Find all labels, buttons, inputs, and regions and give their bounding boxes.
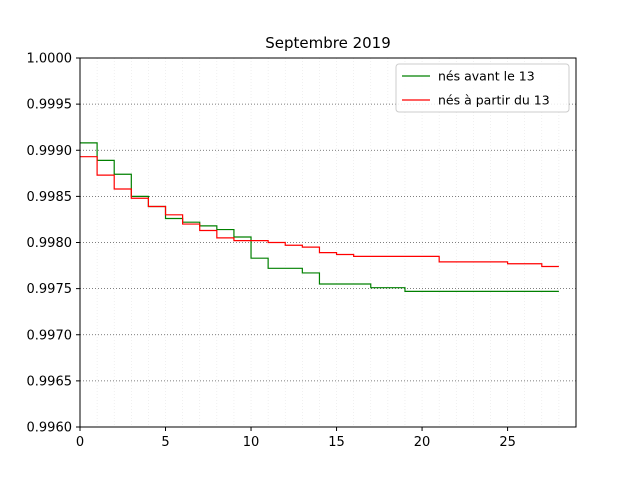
x-tick-label: 10 <box>243 435 260 450</box>
grid <box>80 57 576 428</box>
y-tick-label: 0.9975 <box>27 282 73 297</box>
x-tick-label: 15 <box>328 435 345 450</box>
chart-title: Septembre 2019 <box>265 34 391 52</box>
y-tick-label: 0.9990 <box>27 144 73 159</box>
y-tick-label: 0.9980 <box>27 236 73 251</box>
x-tick-label: 25 <box>499 435 516 450</box>
y-tick-label: 1.0000 <box>27 52 73 67</box>
x-tick-label: 0 <box>76 435 84 450</box>
plot-frame <box>79 57 577 428</box>
series-line-1 <box>80 156 559 268</box>
y-tick-label: 0.9960 <box>27 421 73 436</box>
axis-ticks: 0 5 10 15 20 25 0.9960 0.9965 0.9970 0.9975 0.9980… <box>27 52 516 451</box>
legend-box <box>395 63 570 113</box>
y-tick-label: 0.9995 <box>27 98 73 113</box>
y-tick-label: 0.9970 <box>27 328 73 343</box>
x-tick-label: 5 <box>161 435 169 450</box>
series-layer <box>80 142 559 292</box>
y-tick-label: 0.9985 <box>27 190 73 205</box>
x-tick-label: 20 <box>414 435 431 450</box>
y-tick-label: 0.9965 <box>27 374 73 389</box>
legend-label: nés avant le 13 <box>438 69 535 84</box>
legend-label: nés à partir du 13 <box>438 93 550 108</box>
legend: nés avant le 13 nés à partir du 13 <box>395 63 570 113</box>
